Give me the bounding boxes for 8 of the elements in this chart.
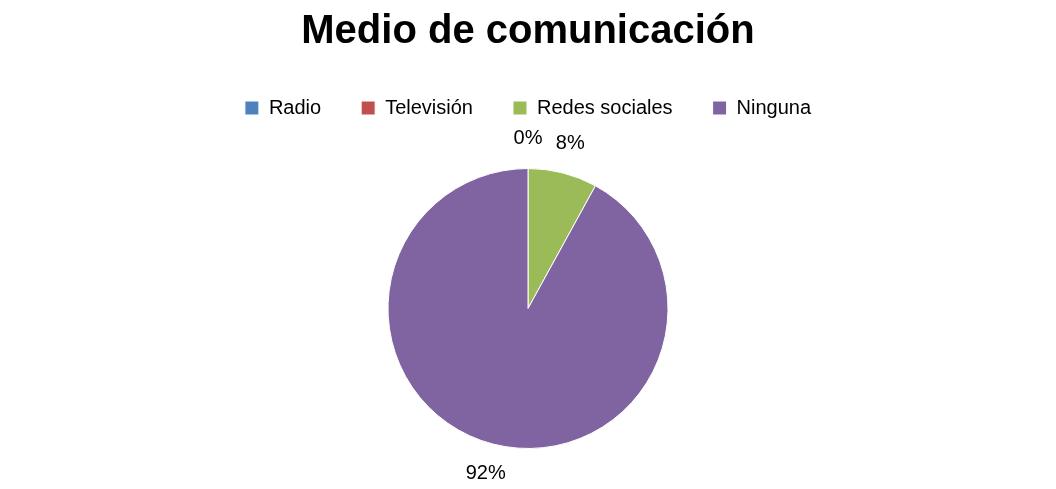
text: 0% — [513, 126, 543, 149]
data-label: 8% — [555, 131, 585, 154]
legend-label: Radio — [268, 95, 322, 118]
legend-label: Ninguna — [736, 95, 812, 118]
legend-label: Televisión — [385, 95, 473, 118]
data-label: 92% — [465, 460, 506, 483]
chart-title: Medio de comunicación — [301, 7, 755, 52]
legend-label: Redes sociales — [536, 95, 673, 118]
